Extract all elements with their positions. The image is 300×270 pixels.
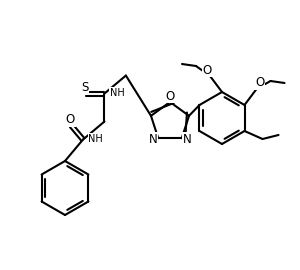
Text: NH: NH [88, 134, 103, 144]
Text: O: O [66, 113, 75, 126]
Text: S: S [81, 81, 88, 94]
Text: O: O [165, 89, 175, 103]
Text: NH: NH [110, 87, 124, 97]
Text: N: N [149, 133, 158, 146]
Text: O: O [255, 76, 264, 89]
Text: O: O [202, 63, 211, 76]
Text: N: N [182, 133, 191, 146]
